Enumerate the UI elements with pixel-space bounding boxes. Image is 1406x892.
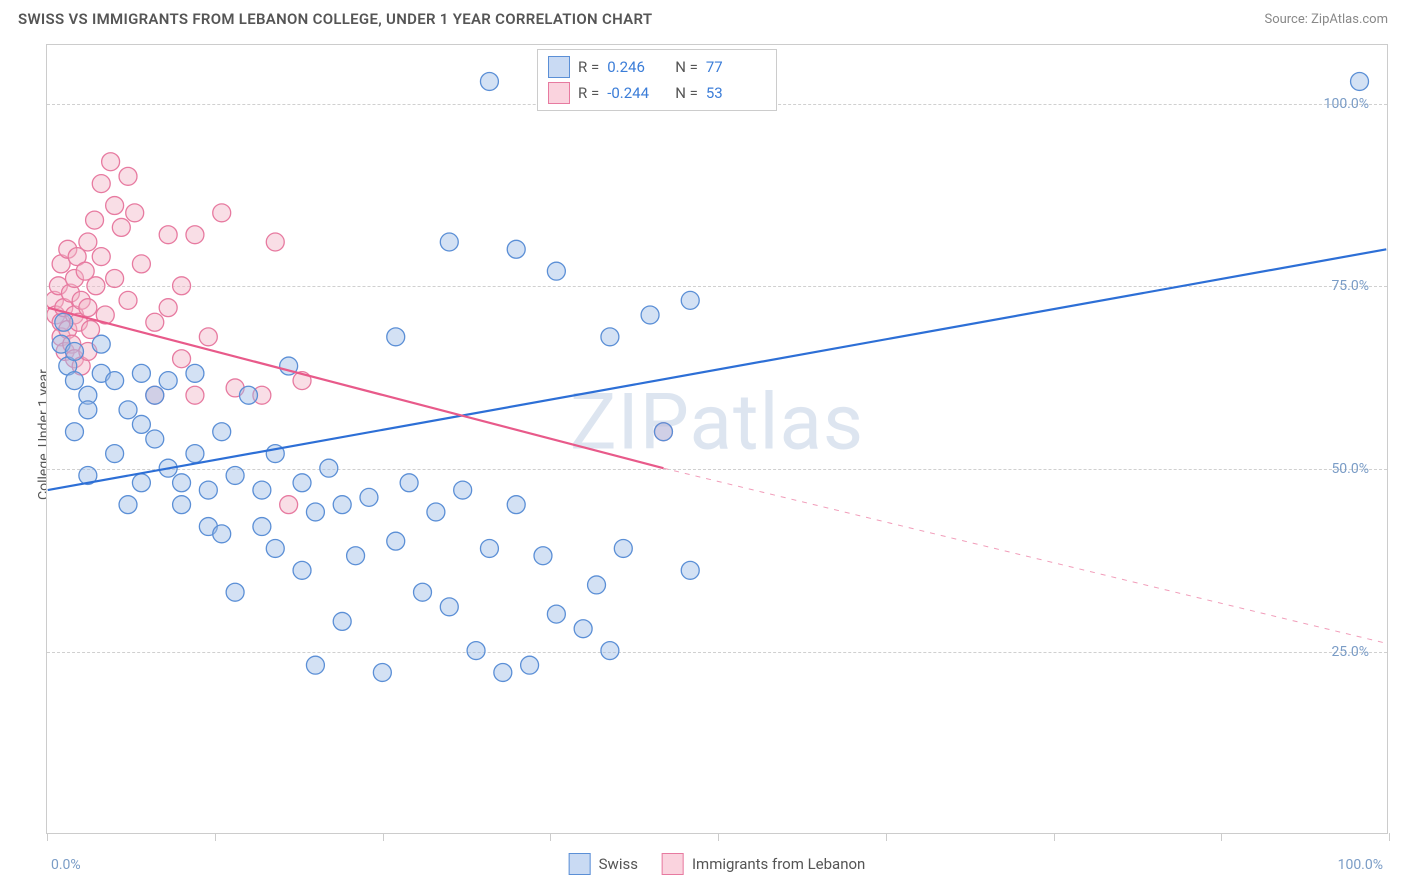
swatch-pink xyxy=(548,82,570,104)
chart-title: SWISS VS IMMIGRANTS FROM LEBANON COLLEGE… xyxy=(18,10,652,28)
n-label: N = xyxy=(675,58,698,76)
y-tick-label: 25.0% xyxy=(1331,644,1369,660)
x-tick xyxy=(1389,833,1390,841)
x-tick xyxy=(215,833,216,841)
y-tick-label: 75.0% xyxy=(1331,278,1369,294)
x-tick xyxy=(383,833,384,841)
scatter-plot xyxy=(47,45,1387,833)
x-tick xyxy=(47,833,48,841)
n-label: N = xyxy=(675,84,698,102)
x-tick xyxy=(550,833,551,841)
r-label: R = xyxy=(578,58,599,76)
series-blue-name: Swiss xyxy=(599,855,638,873)
blue-n-value: 77 xyxy=(706,58,766,76)
series-pink-name: Immigrants from Lebanon xyxy=(692,855,865,873)
x-max-label: 100.0% xyxy=(1338,857,1383,873)
swatch-pink xyxy=(662,853,684,875)
x-tick xyxy=(886,833,887,841)
y-tick-label: 100.0% xyxy=(1324,96,1369,112)
x-tick xyxy=(718,833,719,841)
correlation-legend: R = 0.246 N = 77 R = -0.244 N = 53 xyxy=(537,49,777,111)
series-legend: Swiss Immigrants from Lebanon xyxy=(569,853,866,875)
r-label: R = xyxy=(578,84,599,102)
pink-r-value: -0.244 xyxy=(607,84,667,102)
chart-area: ZIPatlas R = 0.246 N = 77 R = -0.244 N =… xyxy=(46,44,1388,834)
source-label: Source: ZipAtlas.com xyxy=(1264,12,1388,27)
pink-n-value: 53 xyxy=(706,84,766,102)
swatch-blue xyxy=(569,853,591,875)
x-tick xyxy=(1054,833,1055,841)
x-min-label: 0.0% xyxy=(51,857,81,873)
y-tick-label: 50.0% xyxy=(1331,461,1369,477)
swatch-blue xyxy=(548,56,570,78)
x-tick xyxy=(1221,833,1222,841)
blue-r-value: 0.246 xyxy=(607,58,667,76)
